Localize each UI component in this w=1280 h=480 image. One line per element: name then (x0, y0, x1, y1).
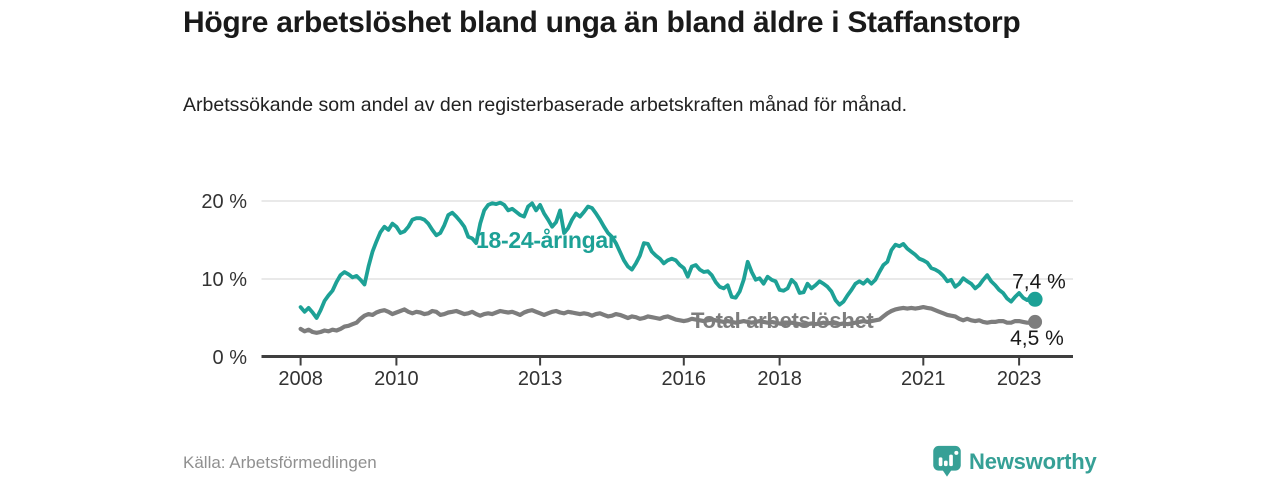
logo-bar-2 (943, 460, 948, 467)
total-series-label: Total arbetslöshet (691, 308, 874, 333)
x-tick-label: 2023 (997, 368, 1042, 390)
chart-subtitle: Arbetssökande som andel av den registerb… (183, 94, 908, 116)
x-tick-label: 2021 (901, 368, 946, 390)
total-end-dot (1028, 314, 1043, 329)
total-end-value-label: 4,5 % (1010, 327, 1064, 350)
newsworthy-icon (933, 445, 961, 477)
logo-dot (954, 450, 959, 455)
x-tick-label: 2016 (662, 368, 707, 390)
x-tick-label: 2008 (278, 368, 323, 390)
y-tick-label: 0 % (213, 347, 248, 369)
x-tick-label: 2010 (374, 368, 419, 390)
x-tick-label: 2013 (518, 368, 563, 390)
chart-title: Högre arbetslöshet bland unga än bland ä… (183, 6, 1021, 39)
x-tick-label: 2018 (757, 368, 802, 390)
logo-bar-3 (949, 454, 953, 467)
logo-bubble-tail (941, 469, 953, 477)
y-tick-label: 10 % (201, 269, 247, 291)
newsworthy-wordmark: Newsworthy (969, 448, 1097, 474)
y-tick-label: 20 % (201, 191, 247, 213)
logo-bubble (933, 445, 961, 471)
logo-bar-1 (938, 457, 943, 467)
youth-series-label: 18-24-åringar (476, 227, 617, 253)
youth-line (298, 200, 1037, 320)
newsworthy-logo: Newsworthy (932, 445, 1097, 478)
source-note: Källa: Arbetsförmedlingen (183, 453, 377, 472)
youth-end-value-label: 7,4 % (1012, 270, 1066, 293)
total-line (298, 305, 1038, 335)
youth-end-dot (1027, 291, 1043, 307)
